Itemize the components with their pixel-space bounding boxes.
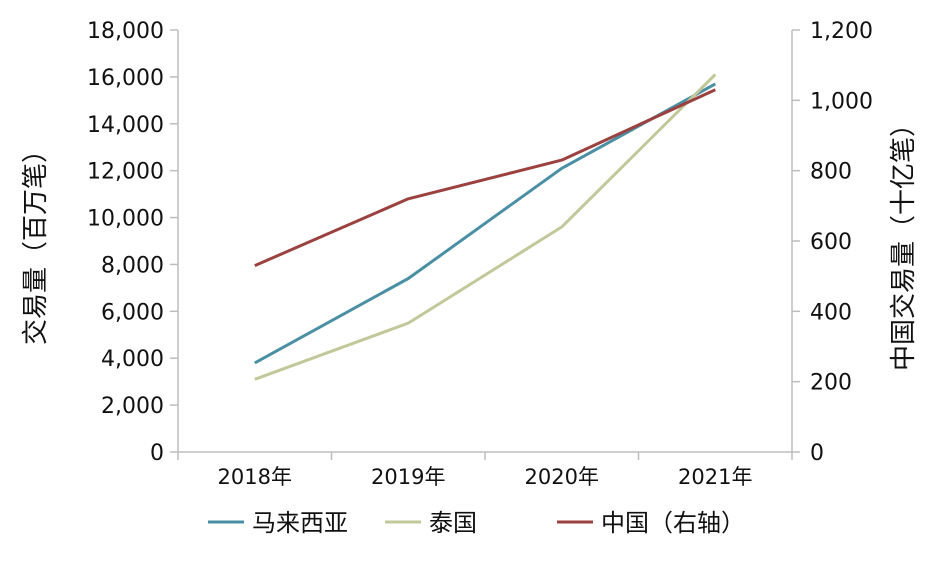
legend-label: 马来西亚: [252, 509, 348, 537]
x-tick-label: 2019年: [371, 465, 445, 489]
series-line: [254, 73, 717, 381]
left-tick-label: 6,000: [101, 300, 164, 325]
left-tick-label: 0: [150, 441, 164, 466]
left-tick-label: 10,000: [87, 207, 164, 232]
left-tick-label: 14,000: [87, 113, 164, 138]
series-lines: [254, 73, 717, 381]
right-tick-label: 800: [810, 160, 852, 185]
left-axis: 0 2,000 4,000 6,000 8,000 10,000 12,000 14,000 1…: [87, 19, 179, 466]
x-tick-label: 2021年: [678, 465, 752, 489]
x-tick-label: 2018年: [218, 465, 292, 489]
legend-label: 泰国: [429, 509, 477, 537]
left-axis-title: 交易量（百万笔）: [21, 137, 51, 345]
right-axis: 0 200 400 600 800 1,000 1,200: [791, 19, 873, 466]
series-line: [254, 82, 717, 365]
x-tick-label: 2020年: [525, 465, 599, 489]
left-tick-label: 4,000: [101, 347, 164, 372]
series-line: [254, 88, 716, 267]
left-tick-label: 16,000: [87, 66, 164, 91]
right-tick-label: 200: [810, 371, 852, 396]
right-tick-label: 600: [810, 230, 852, 255]
right-tick-label: 1,000: [810, 89, 873, 114]
left-tick-label: 8,000: [101, 253, 164, 278]
right-tick-label: 0: [810, 441, 824, 466]
left-tick-label: 12,000: [87, 160, 164, 185]
left-tick-label: 18,000: [87, 19, 164, 44]
legend: 马来西亚 泰国 中国（右轴）: [208, 509, 745, 537]
right-tick-label: 400: [810, 300, 852, 325]
x-axis: 2018年 2019年 2020年 2021年: [177, 451, 793, 489]
right-axis-title: 中国交易量（十亿笔）: [889, 111, 919, 371]
legend-label: 中国（右轴）: [601, 509, 745, 537]
right-tick-label: 1,200: [810, 19, 873, 44]
left-tick-label: 2,000: [101, 394, 164, 419]
